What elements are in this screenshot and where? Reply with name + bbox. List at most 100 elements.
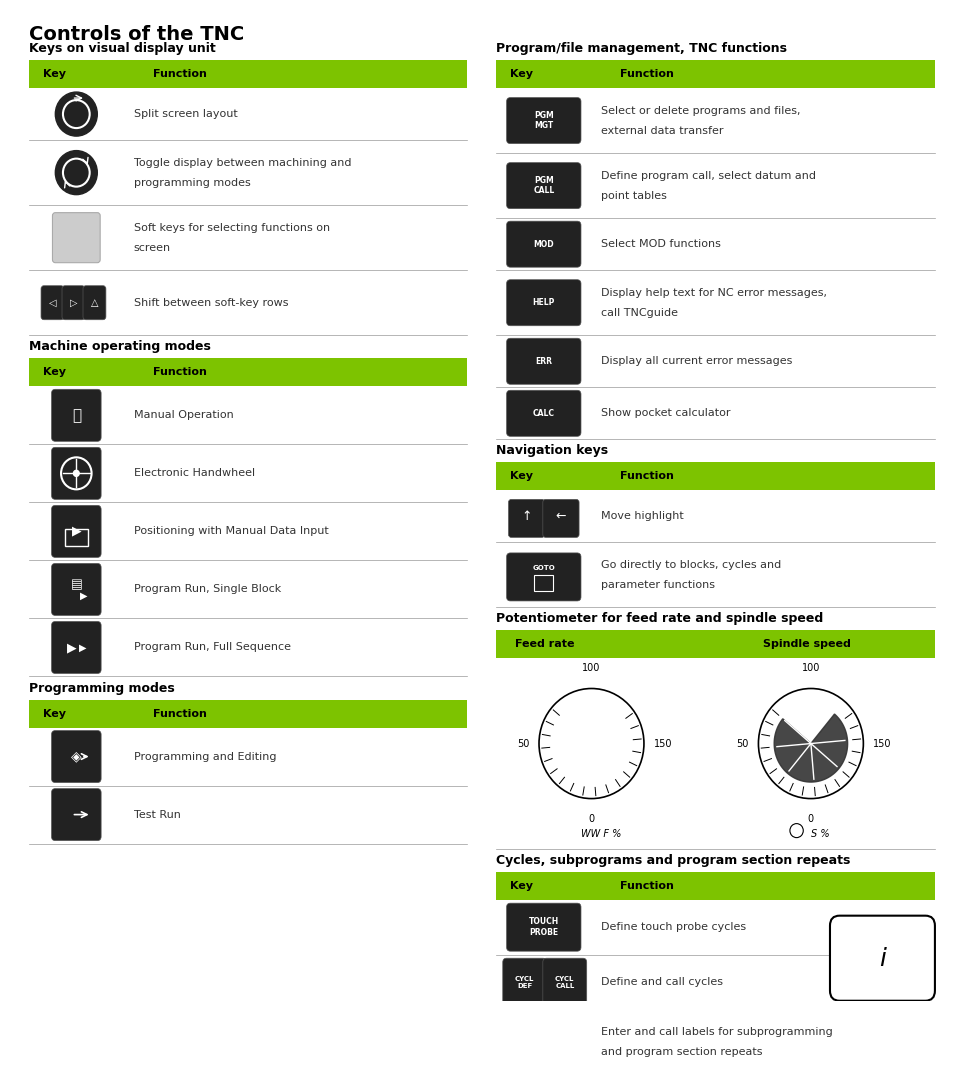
Text: ▶: ▶ (79, 643, 87, 652)
Text: Spindle speed: Spindle speed (762, 639, 850, 649)
Text: Feed rate: Feed rate (515, 639, 574, 649)
Text: PGM
CALL: PGM CALL (533, 176, 554, 195)
FancyBboxPatch shape (51, 447, 101, 500)
FancyBboxPatch shape (502, 1018, 546, 1066)
Text: Select MOD functions: Select MOD functions (600, 239, 720, 249)
Text: Key: Key (510, 471, 533, 481)
Text: 100: 100 (581, 663, 600, 673)
Text: Shift between soft-key rows: Shift between soft-key rows (133, 298, 288, 308)
Text: Key: Key (43, 368, 66, 377)
Text: Programming and Editing: Programming and Editing (133, 752, 275, 762)
Text: Electronic Handwheel: Electronic Handwheel (133, 468, 254, 478)
Text: WW F %: WW F % (580, 828, 620, 839)
Text: Function: Function (152, 708, 206, 719)
Text: Display help text for NC error messages,: Display help text for NC error messages, (600, 288, 826, 298)
Text: ▶: ▶ (71, 525, 81, 538)
Text: Key: Key (510, 69, 533, 79)
Text: CALC: CALC (532, 409, 555, 418)
Text: 0: 0 (807, 814, 813, 824)
Text: Select or delete programs and files,: Select or delete programs and files, (600, 106, 800, 116)
Text: Go directly to blocks, cycles and: Go directly to blocks, cycles and (600, 560, 781, 570)
Text: △: △ (91, 298, 98, 308)
FancyBboxPatch shape (829, 915, 934, 1000)
Text: Key: Key (43, 708, 66, 719)
FancyBboxPatch shape (506, 338, 580, 384)
Text: Program Run, Full Sequence: Program Run, Full Sequence (133, 643, 291, 652)
Text: Function: Function (619, 471, 673, 481)
Text: 150: 150 (872, 739, 890, 748)
FancyBboxPatch shape (51, 622, 101, 673)
FancyBboxPatch shape (496, 60, 934, 88)
Text: Keys on visual display unit: Keys on visual display unit (29, 43, 215, 55)
Text: ▷: ▷ (70, 298, 77, 308)
FancyBboxPatch shape (51, 789, 101, 841)
Text: CYCL
DEF: CYCL DEF (515, 975, 534, 988)
Text: Show pocket calculator: Show pocket calculator (600, 408, 730, 418)
Text: Define touch probe cycles: Define touch probe cycles (600, 922, 745, 932)
Text: Function: Function (619, 69, 673, 79)
Text: S %: S % (810, 828, 829, 839)
Text: Key: Key (510, 880, 533, 890)
Text: Test Run: Test Run (133, 810, 180, 819)
FancyBboxPatch shape (496, 463, 934, 490)
FancyBboxPatch shape (506, 1078, 580, 1091)
FancyBboxPatch shape (51, 505, 101, 558)
Text: HELP: HELP (532, 298, 555, 308)
FancyBboxPatch shape (29, 60, 467, 88)
Text: i: i (878, 947, 885, 971)
Text: ↑: ↑ (520, 509, 532, 523)
FancyBboxPatch shape (83, 286, 106, 320)
Text: Function: Function (152, 368, 206, 377)
Text: Soft keys for selecting functions on: Soft keys for selecting functions on (133, 223, 330, 232)
FancyBboxPatch shape (502, 958, 546, 1006)
Circle shape (73, 470, 79, 477)
Text: Enter and call labels for subprogramming: Enter and call labels for subprogramming (600, 1028, 832, 1038)
Text: ▶: ▶ (80, 590, 88, 600)
Text: screen: screen (133, 242, 171, 253)
Text: 100: 100 (801, 663, 820, 673)
Text: point tables: point tables (600, 191, 666, 201)
Text: call TNCguide: call TNCguide (600, 308, 678, 317)
FancyBboxPatch shape (506, 279, 580, 326)
FancyBboxPatch shape (542, 500, 578, 538)
FancyBboxPatch shape (496, 631, 934, 659)
Text: 50: 50 (736, 739, 748, 748)
FancyBboxPatch shape (542, 958, 586, 1006)
Text: LBL
SET: LBL SET (517, 1035, 532, 1048)
Text: Split screen layout: Split screen layout (133, 109, 237, 119)
Text: parameter functions: parameter functions (600, 580, 714, 590)
Text: Function: Function (619, 880, 673, 890)
FancyBboxPatch shape (51, 731, 101, 782)
FancyBboxPatch shape (506, 97, 580, 144)
Text: Define program call, select datum and: Define program call, select datum and (600, 170, 815, 181)
FancyBboxPatch shape (29, 699, 467, 728)
FancyBboxPatch shape (508, 500, 544, 538)
Text: ←: ← (555, 509, 566, 523)
FancyBboxPatch shape (542, 1018, 586, 1066)
Text: CYCL
CALL: CYCL CALL (555, 975, 574, 988)
FancyBboxPatch shape (506, 553, 580, 601)
Text: Function: Function (152, 69, 206, 79)
Circle shape (55, 151, 97, 194)
Text: Controls of the TNC: Controls of the TNC (29, 25, 244, 44)
FancyBboxPatch shape (51, 389, 101, 442)
Text: Cycles, subprograms and program section repeats: Cycles, subprograms and program section … (496, 853, 849, 866)
FancyBboxPatch shape (534, 575, 553, 591)
Polygon shape (774, 714, 846, 782)
Text: Programming modes: Programming modes (29, 682, 174, 695)
FancyBboxPatch shape (52, 213, 100, 263)
FancyBboxPatch shape (506, 221, 580, 267)
Text: ▶: ▶ (67, 642, 76, 654)
Text: Program Run, Single Block: Program Run, Single Block (133, 585, 280, 595)
Text: 50: 50 (517, 739, 529, 748)
FancyBboxPatch shape (506, 163, 580, 208)
FancyBboxPatch shape (29, 358, 467, 386)
Text: Toggle display between machining and: Toggle display between machining and (133, 157, 351, 168)
Text: Potentiometer for feed rate and spindle speed: Potentiometer for feed rate and spindle … (496, 612, 822, 625)
Text: Positioning with Manual Data Input: Positioning with Manual Data Input (133, 526, 328, 537)
Text: Key: Key (43, 69, 66, 79)
Text: 🖐: 🖐 (71, 408, 81, 423)
FancyBboxPatch shape (41, 286, 64, 320)
Text: Manual Operation: Manual Operation (133, 410, 233, 420)
FancyBboxPatch shape (62, 286, 85, 320)
